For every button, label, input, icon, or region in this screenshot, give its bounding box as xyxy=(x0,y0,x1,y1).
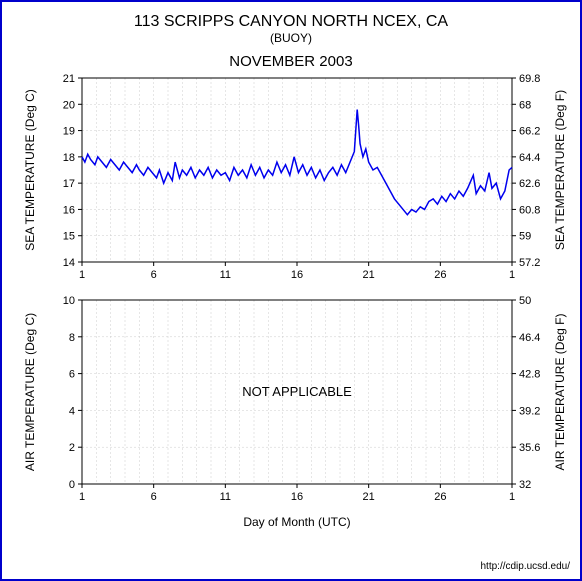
y-left-tick-label: 2 xyxy=(69,442,75,454)
y-left-tick-label: 10 xyxy=(63,295,75,307)
y-right-tick-label: 68 xyxy=(519,99,531,111)
x-tick-label: 26 xyxy=(434,269,446,281)
x-tick-label: 6 xyxy=(151,491,157,503)
y-left-tick-label: 16 xyxy=(63,204,75,216)
y-right-tick-label: 69.8 xyxy=(519,73,540,85)
y-right-tick-label: 42.8 xyxy=(519,369,540,381)
y-right-tick-label: 64.4 xyxy=(519,152,540,164)
y-left-tick-label: 19 xyxy=(63,126,75,138)
y-right-tick-label: 32 xyxy=(519,479,531,491)
overlay-text: NOT APPLICABLE xyxy=(242,384,352,399)
y-left-tick-label: 20 xyxy=(63,99,75,111)
y-right-tick-label: 50 xyxy=(519,295,531,307)
y-left-tick-label: 4 xyxy=(69,405,75,417)
subtitle: (BUOY) xyxy=(270,31,312,45)
x-tick-label: 1 xyxy=(79,491,85,503)
y-left-tick-label: 18 xyxy=(63,152,75,164)
y-left-tick-label: 8 xyxy=(69,332,75,344)
x-tick-label: 1 xyxy=(79,269,85,281)
y-left-label: AIR TEMPERATURE (Deg C) xyxy=(23,313,37,471)
y-left-tick-label: 14 xyxy=(63,257,75,269)
footer-url: http://cdip.ucsd.edu/ xyxy=(480,561,570,572)
y-right-tick-label: 39.2 xyxy=(519,405,540,417)
chart-svg: 113 SCRIPPS CANYON NORTH NCEX, CA(BUOY) N… xyxy=(2,2,580,579)
y-left-tick-label: 21 xyxy=(63,73,75,85)
x-tick-label: 21 xyxy=(363,491,375,503)
y-right-tick-label: 57.2 xyxy=(519,257,540,269)
y-left-tick-label: 17 xyxy=(63,178,75,190)
x-tick-label: 1 xyxy=(509,269,515,281)
y-right-label: AIR TEMPERATURE (Deg F) xyxy=(553,314,567,471)
y-left-label: SEA TEMPERATURE (Deg C) xyxy=(23,89,37,251)
x-tick-label: 11 xyxy=(220,491,231,503)
y-right-tick-label: 46.4 xyxy=(519,332,540,344)
x-tick-label: 11 xyxy=(220,269,231,281)
y-left-tick-label: 6 xyxy=(69,369,75,381)
period: NOVEMBER 2003 xyxy=(229,53,352,70)
x-tick-label: 16 xyxy=(291,269,303,281)
y-right-tick-label: 35.6 xyxy=(519,442,540,454)
y-left-tick-label: 15 xyxy=(63,231,75,243)
y-left-tick-label: 0 xyxy=(69,479,75,491)
y-right-tick-label: 62.6 xyxy=(519,178,540,190)
y-right-tick-label: 59 xyxy=(519,231,531,243)
x-axis-label: Day of Month (UTC) xyxy=(243,515,350,529)
x-tick-label: 26 xyxy=(434,491,446,503)
x-tick-label: 16 xyxy=(291,491,303,503)
chart-container: 113 SCRIPPS CANYON NORTH NCEX, CA(BUOY) N… xyxy=(0,0,582,581)
y-right-label: SEA TEMPERATURE (Deg F) xyxy=(553,90,567,250)
y-right-tick-label: 60.8 xyxy=(519,204,540,216)
y-right-tick-label: 66.2 xyxy=(519,126,540,138)
x-tick-label: 6 xyxy=(151,269,157,281)
title: 113 SCRIPPS CANYON NORTH NCEX, CA xyxy=(134,13,448,30)
x-tick-label: 21 xyxy=(363,269,375,281)
x-tick-label: 1 xyxy=(509,491,515,503)
